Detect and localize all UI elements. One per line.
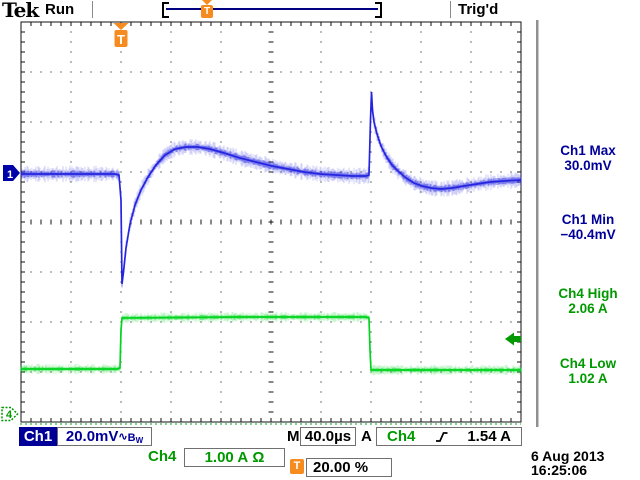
measurement-label: Ch4 Low: [559, 356, 617, 371]
horizontal-scale-readout: 40.0µs: [300, 427, 356, 446]
trigger-position-readout: 20.00 %: [306, 458, 392, 477]
ch4-position-marker: 4: [1, 406, 19, 422]
measurement-value: 1.02 A: [568, 371, 608, 386]
measurement-label: Ch1 Max: [560, 143, 616, 158]
ch1-trace: [20, 91, 522, 288]
measurement-value: 2.06 A: [568, 301, 608, 316]
trigger-position-marker: T: [113, 23, 129, 47]
display-bevel: [17, 15, 639, 427]
ch4-trace: [20, 311, 522, 376]
trigger-symbol-label: T: [117, 32, 125, 47]
trigger-position-badge: T: [290, 459, 304, 474]
trigger-readout: Ch4 1.54 A: [376, 427, 522, 446]
trigger-arrow-icon: [113, 23, 129, 30]
ch1-channel-badge: Ch1: [19, 427, 57, 446]
ch1-marker-label: 1: [7, 169, 13, 181]
trigger-mode-label: A: [361, 428, 372, 445]
measurement-ch1-max: Ch1 Max 30.0mV: [536, 143, 640, 173]
record-view-left-bracket: [162, 2, 169, 18]
ch4-scale-readout: 1.00 A Ω: [184, 448, 285, 467]
time-label: 16:25:06: [531, 462, 588, 478]
top-status-bar: Tek Run T Trig'd: [0, 0, 640, 22]
date-label: 6 Aug 2013: [531, 448, 605, 464]
acquisition-status: Run: [45, 1, 75, 18]
ch4-marker-label: 4: [6, 409, 13, 421]
record-view-right-bracket: [375, 2, 382, 18]
record-view-trigger-marker: T: [201, 5, 213, 18]
rising-edge-icon: [435, 431, 448, 442]
ch4-marker-icon: [1, 406, 19, 422]
topbar-divider: [92, 1, 93, 18]
bandwidth-limit-sub: W: [135, 436, 144, 445]
ch1-marker-icon: [3, 165, 20, 181]
tek-logo: Tek: [2, 0, 39, 22]
measurement-ch1-min: Ch1 Min −40.4mV: [536, 212, 640, 242]
trigger-level-value: 1.54 A: [467, 428, 511, 445]
ac-coupling-icon: ∿: [118, 431, 128, 443]
ch4-channel-label: Ch4: [148, 448, 177, 465]
record-view-trigger-arrow-icon: [202, 0, 212, 5]
trigger-level-arrow-icon: [505, 332, 521, 346]
measurement-ch4-low: Ch4 Low 1.02 A: [536, 356, 640, 386]
ch1-position-marker: 1: [3, 165, 20, 181]
graticule: [20, 21, 522, 423]
measurement-value: 30.0mV: [564, 158, 612, 173]
trigger-status: Trig'd: [458, 1, 499, 18]
measurement-value: −40.4mV: [560, 227, 616, 242]
horizontal-label: M: [287, 428, 300, 445]
measurement-label: Ch1 Min: [561, 212, 615, 227]
topbar-divider: [450, 1, 451, 18]
ch1-scale-value: 20.0mV: [65, 428, 119, 445]
measurement-ch4-high: Ch4 High 2.06 A: [536, 286, 640, 316]
measurement-label: Ch4 High: [558, 286, 618, 301]
record-view-line: [166, 8, 378, 10]
trigger-source-label: Ch4: [387, 428, 416, 445]
ohm-icon: Ω: [252, 449, 265, 466]
bandwidth-limit-icon: B: [127, 432, 136, 444]
ch1-scale-readout: 20.0mV∿BW: [57, 427, 152, 446]
ch4-scale-value: 1.00 A: [204, 449, 249, 466]
